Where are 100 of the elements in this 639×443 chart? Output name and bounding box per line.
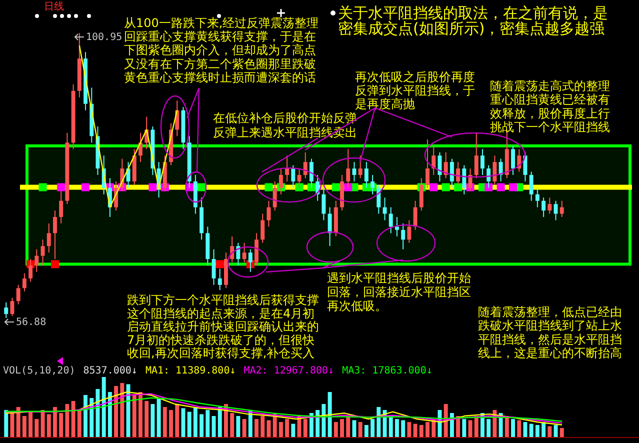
bar bbox=[529, 424, 534, 437]
bar bbox=[144, 401, 149, 437]
bar bbox=[59, 413, 64, 437]
bar bbox=[310, 413, 314, 437]
chart-title: 日线 bbox=[44, 0, 64, 12]
candlestick bbox=[352, 162, 356, 182]
bar bbox=[334, 422, 338, 437]
candlestick bbox=[40, 239, 45, 266]
bar bbox=[52, 407, 57, 437]
bar bbox=[22, 416, 26, 437]
bar bbox=[456, 416, 460, 437]
bar bbox=[370, 419, 375, 437]
bar bbox=[132, 395, 136, 437]
candlestick bbox=[346, 148, 350, 188]
bar bbox=[511, 419, 516, 437]
candlestick bbox=[59, 190, 64, 224]
series-label: MA1: 11389.800↓ bbox=[145, 366, 236, 376]
bar bbox=[419, 425, 424, 437]
candlestick bbox=[529, 171, 534, 202]
bar bbox=[340, 419, 344, 437]
candlestick bbox=[242, 242, 246, 263]
annotation: 关于水平阻挡线的取法，在之前有说，是密集成交点(如图所示)，密集点越多越强 bbox=[338, 4, 608, 38]
candlestick bbox=[370, 174, 375, 195]
bar bbox=[4, 410, 8, 437]
bar bbox=[200, 414, 204, 437]
candlestick bbox=[438, 152, 442, 182]
candlestick bbox=[297, 168, 302, 188]
bar bbox=[291, 424, 296, 437]
candlestick bbox=[138, 132, 142, 163]
bar bbox=[84, 395, 88, 437]
candlestick bbox=[328, 206, 332, 247]
text: MA3: 17863.000↓ bbox=[342, 366, 432, 376]
bar bbox=[266, 420, 271, 437]
bar bbox=[535, 425, 540, 437]
candlestick bbox=[419, 178, 424, 212]
candlestick bbox=[517, 148, 522, 172]
candlestick bbox=[278, 168, 283, 195]
annotation: 跌到下方一个水平阻挡线后获得支撑这个阻挡线的起点来源，是在4月初启动直线拉升前快速回踩确认出来的7月初的快速杀跌跌破了的，但很快收回,再次回落时获得支撑,补仓买入 bbox=[127, 293, 319, 360]
candlestick bbox=[407, 220, 412, 244]
bar bbox=[462, 419, 466, 437]
bar bbox=[114, 386, 118, 437]
bar bbox=[46, 414, 51, 437]
bar bbox=[542, 422, 546, 437]
bar bbox=[352, 420, 356, 437]
annotation: 从100一路跌下来,经过反弹震荡整理回踩重心支撑黄线获得支撑，于是在下图紫色圈内介入，但却成为了高点又没有在下方第二个紫色圈那里跌破黄色重心支撑线时止损而遭深套的话 bbox=[124, 16, 319, 84]
bar bbox=[150, 404, 155, 437]
bar bbox=[413, 424, 418, 437]
bar bbox=[90, 398, 94, 437]
bar bbox=[218, 407, 222, 437]
candlestick bbox=[272, 180, 277, 212]
bar bbox=[206, 410, 210, 437]
bar bbox=[346, 416, 350, 437]
bar bbox=[322, 404, 326, 437]
bar bbox=[40, 410, 45, 437]
candlestick bbox=[382, 197, 387, 221]
candlestick bbox=[554, 200, 558, 221]
candlestick bbox=[413, 200, 418, 230]
bar bbox=[328, 392, 332, 437]
bar bbox=[560, 428, 564, 437]
bar bbox=[138, 392, 142, 437]
candlestick bbox=[260, 213, 265, 244]
candlestick bbox=[492, 155, 497, 186]
bar bbox=[162, 407, 167, 437]
candlestick bbox=[486, 164, 491, 188]
candlestick bbox=[236, 242, 240, 266]
candlestick bbox=[10, 297, 14, 316]
candlestick bbox=[310, 158, 314, 188]
bar bbox=[108, 392, 112, 437]
candlestick bbox=[395, 216, 399, 237]
annotation: 随着震荡走高式的整理重心阻挡黄线已经被有效释放，股价再度上行挑战下一个水平阻挡线 bbox=[490, 79, 610, 134]
candlestick bbox=[212, 248, 216, 286]
text: 8537.000↓ bbox=[83, 366, 138, 376]
candlestick bbox=[16, 284, 20, 305]
bar bbox=[28, 412, 33, 437]
annotation: 遇到水平阻挡线后股价开始回落，回落接近水平阻挡区再次低吸。 bbox=[327, 271, 471, 313]
bar bbox=[175, 404, 180, 437]
candlestick bbox=[462, 164, 466, 195]
bar bbox=[254, 419, 259, 437]
candlestick bbox=[52, 210, 57, 260]
candlestick bbox=[4, 302, 8, 318]
bar bbox=[554, 425, 558, 437]
candlestick bbox=[218, 268, 222, 291]
bar bbox=[230, 413, 234, 437]
bar bbox=[71, 401, 76, 437]
bar bbox=[10, 413, 14, 437]
bar bbox=[77, 410, 82, 437]
candlestick bbox=[126, 162, 130, 188]
bar bbox=[260, 416, 265, 437]
bar bbox=[468, 420, 472, 437]
candlestick bbox=[254, 232, 259, 266]
bar bbox=[16, 407, 20, 437]
candlestick bbox=[480, 148, 484, 176]
candlestick bbox=[291, 164, 296, 188]
bar bbox=[187, 412, 192, 437]
bar bbox=[65, 404, 70, 437]
bar bbox=[474, 416, 478, 437]
candlestick bbox=[511, 145, 516, 176]
bar bbox=[376, 407, 381, 437]
candlestick bbox=[303, 152, 308, 179]
candlestick bbox=[248, 248, 252, 272]
